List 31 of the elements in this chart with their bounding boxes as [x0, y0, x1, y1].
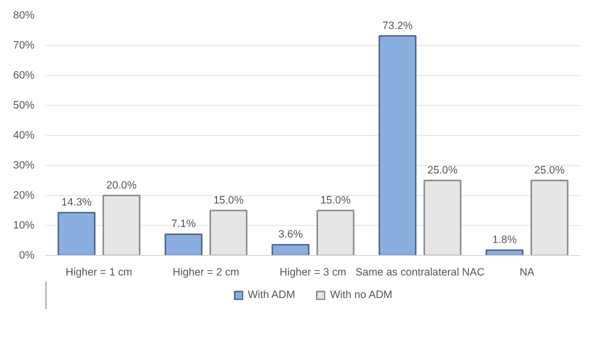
y-tick-label: 60%: [13, 70, 36, 82]
x-tick-label: Same as contralateral NAC: [355, 266, 485, 278]
bar: [58, 212, 96, 256]
legend-label: With ADM: [248, 289, 296, 301]
bar: [378, 35, 416, 256]
data-label: 15.0%: [213, 194, 244, 206]
data-label: 14.3%: [61, 196, 92, 209]
data-label: 7.1%: [171, 218, 196, 230]
data-label: 1.8%: [492, 234, 518, 246]
legend-label: With no ADM: [330, 289, 392, 301]
y-tick-label: 20%: [13, 190, 36, 202]
bar: [272, 244, 310, 256]
data-label: 15.0%: [320, 194, 352, 206]
y-tick-label: 0%: [19, 250, 36, 262]
bar: [486, 249, 524, 256]
y-tick-label: 30%: [13, 160, 36, 172]
y-tick-label: 50%: [13, 100, 36, 112]
data-label: 20.0%: [106, 180, 138, 192]
data-label: 25.0%: [427, 164, 458, 176]
data-label: 3.6%: [278, 228, 304, 241]
bar: [164, 233, 202, 256]
x-tick-label: Higher = 3 cm: [280, 266, 346, 278]
y-tick-label: 40%: [13, 130, 36, 142]
y-tick-label: 70%: [13, 40, 36, 52]
data-label: 25.0%: [534, 164, 566, 176]
y-tick-label: 10%: [13, 220, 36, 232]
x-tick-label: Higher = 2 cm: [172, 266, 240, 278]
x-tick-label: NA: [520, 266, 536, 278]
y-tick-label: 80%: [13, 10, 36, 22]
data-label: 73.2%: [382, 20, 414, 32]
x-tick-label: Higher = 1 cm: [66, 266, 132, 278]
